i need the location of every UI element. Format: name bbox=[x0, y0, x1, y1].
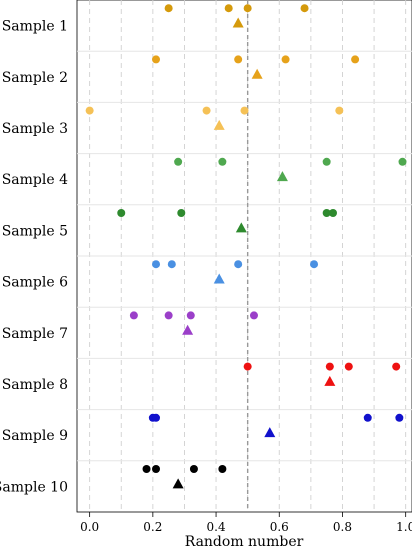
data-point bbox=[322, 208, 331, 217]
mean-marker bbox=[276, 171, 288, 182]
data-point bbox=[363, 413, 372, 422]
data-point bbox=[117, 208, 126, 217]
data-point bbox=[234, 55, 243, 64]
mean-marker bbox=[232, 17, 244, 28]
mean-marker bbox=[213, 119, 225, 130]
data-point bbox=[152, 413, 161, 422]
y-tick-label: Sample 7 bbox=[2, 326, 68, 342]
data-point bbox=[202, 106, 211, 115]
y-tick-label: Sample 4 bbox=[2, 172, 68, 188]
data-point bbox=[322, 157, 331, 166]
mean-marker bbox=[235, 222, 247, 233]
mean-marker bbox=[182, 324, 194, 335]
data-point bbox=[310, 260, 319, 269]
data-point bbox=[240, 106, 249, 115]
data-point bbox=[281, 55, 290, 64]
data-point bbox=[189, 464, 198, 473]
data-point bbox=[234, 260, 243, 269]
y-tick-label: Sample 5 bbox=[2, 223, 68, 239]
data-point bbox=[335, 106, 344, 115]
x-axis-label: Random number bbox=[185, 534, 304, 550]
mean-marker bbox=[251, 68, 263, 79]
data-point bbox=[164, 4, 173, 13]
data-point bbox=[300, 4, 309, 13]
data-point bbox=[129, 311, 138, 320]
y-tick-label: Sample 9 bbox=[2, 428, 68, 444]
data-point bbox=[152, 464, 161, 473]
y-tick-label: Sample 8 bbox=[2, 377, 68, 393]
data-point bbox=[344, 362, 353, 371]
data-point bbox=[186, 311, 195, 320]
data-point bbox=[328, 208, 337, 217]
data-point bbox=[218, 464, 227, 473]
data-point bbox=[218, 157, 227, 166]
data-point bbox=[85, 106, 94, 115]
data-point bbox=[174, 157, 183, 166]
row-separators bbox=[77, 50, 412, 462]
data-point bbox=[152, 260, 161, 269]
data-point bbox=[164, 311, 173, 320]
data-point bbox=[142, 464, 151, 473]
data-point bbox=[351, 55, 360, 64]
y-tick-labels: Sample 1 Sample 2 Sample 3 Sample 4 Sample 5… bbox=[0, 19, 68, 496]
y-tick-label: Sample 1 bbox=[2, 19, 68, 35]
data-point bbox=[224, 4, 233, 13]
x-ticks: 0.0 0.2 0.4 0.6 0.8 1.0 bbox=[80, 512, 412, 534]
mean-marker bbox=[324, 375, 336, 386]
mean-marker bbox=[213, 273, 225, 284]
x-tick-label: 0.6 bbox=[270, 520, 289, 534]
x-tick-label: 0.4 bbox=[207, 520, 226, 534]
data-marks bbox=[85, 4, 407, 489]
data-point bbox=[177, 208, 186, 217]
y-tick-label: Sample 2 bbox=[2, 70, 68, 86]
y-tick-label: Sample 3 bbox=[2, 121, 68, 137]
data-point bbox=[243, 362, 252, 371]
y-tick-label: Sample 6 bbox=[2, 275, 68, 291]
data-point bbox=[243, 4, 252, 13]
mean-marker bbox=[264, 427, 276, 438]
data-point bbox=[325, 362, 334, 371]
x-tick-label: 0.2 bbox=[143, 520, 162, 534]
data-point bbox=[395, 413, 404, 422]
data-point bbox=[167, 260, 176, 269]
y-tick-label: Sample 10 bbox=[0, 479, 68, 495]
data-point bbox=[249, 311, 258, 320]
x-tick-label: 0.0 bbox=[80, 520, 99, 534]
x-tick-label: 0.8 bbox=[333, 520, 352, 534]
data-point bbox=[398, 157, 407, 166]
data-point bbox=[152, 55, 161, 64]
mean-marker bbox=[172, 478, 184, 489]
x-tick-label: 1.0 bbox=[396, 520, 412, 534]
data-point bbox=[392, 362, 401, 371]
